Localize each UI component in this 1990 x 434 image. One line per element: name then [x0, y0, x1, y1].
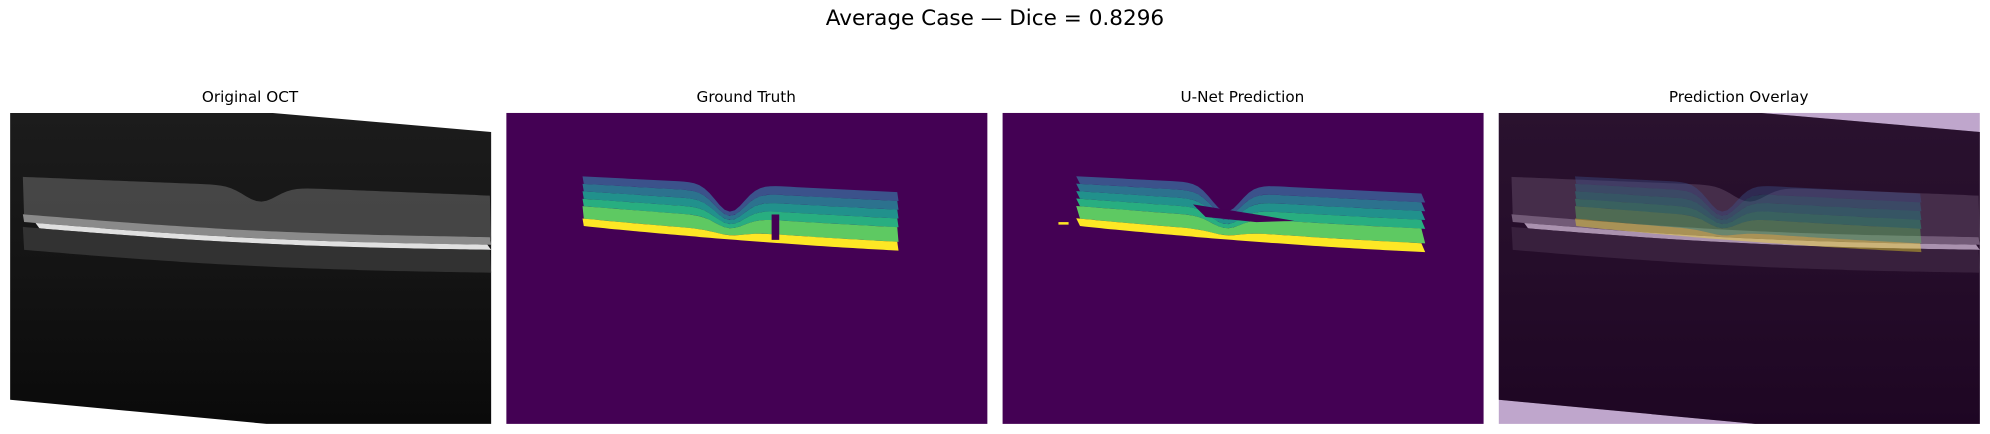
mask-background	[1002, 112, 1484, 424]
mask-background	[506, 112, 988, 424]
layer-band	[1574, 206, 1922, 244]
mask-gap	[1192, 204, 1295, 223]
layer-band	[1076, 191, 1426, 225]
retina-layer	[1511, 214, 1980, 245]
overlay-image	[1498, 112, 1980, 424]
prediction-image	[1002, 112, 1484, 424]
layer-band	[582, 176, 899, 216]
rpe-band	[35, 222, 492, 250]
panel-title: Prediction Overlay	[1669, 88, 1809, 106]
overlay-tint	[1498, 112, 1980, 424]
layer-band	[1574, 183, 1922, 221]
layer-band	[582, 218, 899, 251]
prediction-fragment	[1058, 222, 1069, 225]
layer-band	[582, 183, 899, 221]
ground-truth-image	[506, 112, 988, 424]
oct-image	[10, 112, 492, 424]
choroid	[22, 226, 492, 273]
layer-band	[582, 206, 899, 242]
panel-title: U-Net Prediction	[1181, 88, 1305, 106]
layer-band	[1076, 183, 1426, 221]
retina-layer	[22, 214, 492, 245]
choroid	[1511, 226, 1980, 273]
layer-band	[1076, 218, 1426, 253]
figure-title: Average Case — Dice = 0.8296	[826, 6, 1164, 31]
layer-band	[582, 198, 899, 229]
layer-band	[1574, 191, 1922, 225]
panel-title: Original OCT	[202, 88, 299, 106]
layer-band	[1574, 198, 1922, 229]
layer-band	[1076, 176, 1426, 216]
layer-band	[1076, 205, 1426, 244]
layer-band	[1076, 198, 1426, 229]
layer-band	[582, 191, 899, 225]
figure-body: Average Case — Dice = 0.8296 Original OC…	[10, 6, 1980, 424]
layer-band	[1574, 218, 1922, 253]
rpe-band	[1524, 222, 1980, 250]
mask-gap	[771, 214, 780, 240]
panel-title: Ground Truth	[697, 88, 796, 106]
layer-band	[1574, 176, 1922, 216]
